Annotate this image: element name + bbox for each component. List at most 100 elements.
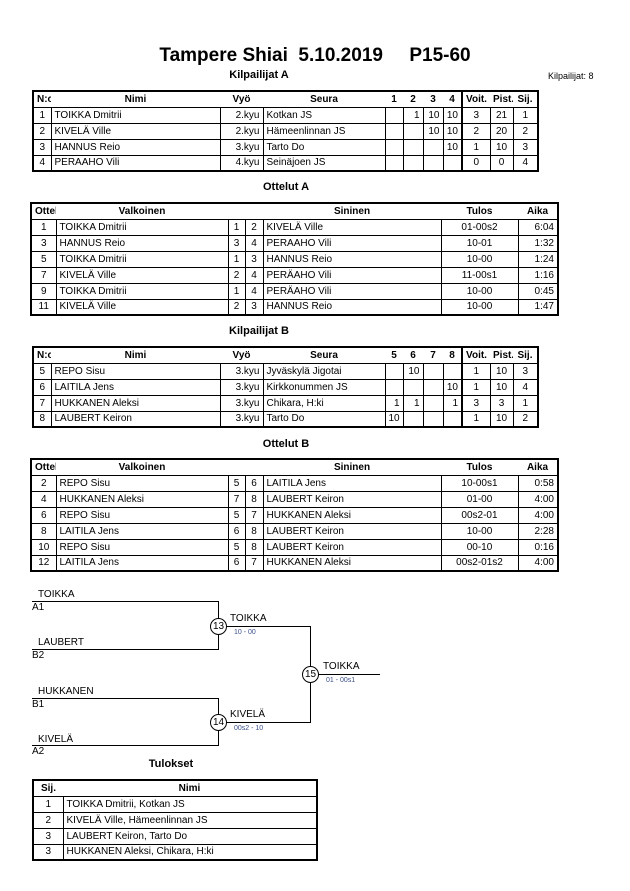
- table-cell: [422, 154, 444, 172]
- table-cell: 2: [227, 298, 246, 316]
- table-cell: 10: [422, 122, 444, 140]
- table-row: 2 REPO Sisu 5 6 LAITILA Jens 10-00s1 0:58: [30, 474, 559, 492]
- table-cell: 4: [512, 154, 539, 172]
- table-cell: 7: [244, 554, 264, 572]
- table-cell: HUKKANEN Aleksi, Chikara, H:ki: [62, 843, 318, 861]
- match-number-circle: 13: [210, 618, 227, 635]
- column-header: 4: [443, 91, 462, 108]
- table-cell: 3.kyu: [219, 362, 264, 380]
- table-cell: 0:58: [517, 474, 559, 492]
- table-cell: 1: [442, 394, 463, 412]
- table-cell: 6: [227, 554, 246, 572]
- table-cell: KIVELÄ Ville: [50, 122, 221, 140]
- column-header: Seura: [263, 347, 385, 364]
- table-cell: 2: [32, 122, 52, 140]
- table-cell: 4:00: [517, 490, 559, 508]
- table-cell: 1: [402, 394, 424, 412]
- table-cell: LAUBERT Keiron, Tarto Do: [62, 827, 318, 845]
- table-cell: [384, 362, 404, 380]
- table-row: 12 LAITILA Jens 6 7 HUKKANEN Aleksi 00s2-01s2…: [30, 554, 559, 572]
- table-cell: 00s2-01s2: [440, 554, 519, 572]
- table-cell: 3: [512, 138, 539, 156]
- table-cell: 3.kyu: [219, 378, 264, 396]
- table-cell: 0: [489, 154, 514, 172]
- table-cell: 3.kyu: [219, 410, 264, 428]
- table-cell: 10: [442, 378, 463, 396]
- pool-a-heading: Kilpailijat A: [229, 69, 289, 81]
- column-header: Vyö: [220, 347, 263, 364]
- table-cell: LAUBERT Keiron: [262, 538, 442, 556]
- table-cell: 3: [32, 843, 64, 861]
- table-cell: 3: [227, 234, 246, 252]
- table-cell: 10-00: [440, 522, 519, 540]
- table-cell: 1: [30, 218, 57, 236]
- bracket-source: B1: [32, 699, 45, 710]
- table-cell: 00-10: [440, 538, 519, 556]
- table-cell: 21: [489, 106, 514, 124]
- column-header: 2: [403, 91, 423, 108]
- table-cell: 1: [512, 106, 539, 124]
- table-cell: 1: [402, 106, 424, 124]
- table-row: 1 TOIKKA Dmitrii 1 2 KIVELÄ Ville 01-00s2 6:04: [30, 218, 559, 236]
- table-cell: 4:00: [517, 554, 559, 572]
- table-cell: Seinäjoen JS: [262, 154, 386, 172]
- column-header: 6: [403, 347, 423, 364]
- pool-a-table: N:oNimiVyöSeura1234Voit.Pist.Sij.1TOIKKA…: [32, 90, 539, 172]
- table-row: 10 REPO Sisu 5 8 LAUBERT Keiron 00-10 0:16: [30, 538, 559, 556]
- table-row: 11 KIVELÄ Ville 2 3 HANNUS Reio 10-00 1:47: [30, 298, 559, 316]
- match-number-circle: 14: [210, 714, 227, 731]
- table-cell: [402, 410, 424, 428]
- table-cell: 10: [489, 138, 514, 156]
- page-title: Tampere Shiai 5.10.2019 P15-60: [159, 45, 471, 66]
- column-header: Seura: [263, 91, 385, 108]
- column-header: Valkoinen: [56, 203, 228, 220]
- table-row: 3 HANNUS Reio 3 4 PERAAHO Vili 10-01 1:32: [30, 234, 559, 252]
- table-cell: 5: [30, 250, 57, 268]
- column-header: Sij.: [33, 780, 63, 797]
- table-cell: 8: [32, 410, 52, 428]
- table-cell: 1: [227, 282, 246, 300]
- header-row: N:oNimiVyöSeura1234Voit.Pist.Sij.: [33, 91, 538, 108]
- column-header: [245, 203, 263, 220]
- table-row: 7 HUKKANEN Aleksi 3.kyu Chikara, H:ki 1 1 1 3 3 1: [32, 394, 539, 412]
- table-cell: REPO Sisu: [55, 474, 229, 492]
- table-cell: HUKKANEN Aleksi: [262, 554, 442, 572]
- table-cell: LAUBERT Keiron: [50, 410, 221, 428]
- table-cell: 1:16: [517, 266, 559, 284]
- table-cell: 6: [32, 378, 52, 396]
- table-cell: HANNUS Reio: [262, 250, 442, 268]
- table-cell: 10-00: [440, 250, 519, 268]
- table-cell: 3.kyu: [219, 394, 264, 412]
- match-number-circle: 15: [302, 666, 319, 683]
- table-cell: 1: [32, 106, 52, 124]
- table-cell: KIVELÄ Ville: [55, 266, 229, 284]
- column-header: Tulos: [441, 459, 518, 476]
- table-cell: REPO Sisu: [50, 362, 221, 380]
- table-cell: 1: [384, 394, 404, 412]
- table-cell: 7: [32, 394, 52, 412]
- table-cell: REPO Sisu: [55, 538, 229, 556]
- table-cell: 10-00: [440, 282, 519, 300]
- table-cell: 4.kyu: [219, 154, 264, 172]
- table-row: 9 TOIKKA Dmitrii 1 4 PERÄAHO Vili 10-00 0:45: [30, 282, 559, 300]
- table-cell: TOIKKA Dmitrii: [55, 218, 229, 236]
- table-cell: 2: [30, 474, 57, 492]
- column-header: Sij.: [513, 91, 538, 108]
- table-cell: 7: [227, 490, 246, 508]
- table-cell: 12: [30, 554, 57, 572]
- table-cell: 4: [244, 266, 264, 284]
- column-header: Nimi: [51, 91, 220, 108]
- table-cell: KIVELÄ Ville: [262, 218, 442, 236]
- table-cell: 2.kyu: [219, 122, 264, 140]
- table-cell: 4: [30, 490, 57, 508]
- matches-a-table: OtteluValkoinenSininenTulosAika1TOIKKA D…: [30, 202, 559, 316]
- table-cell: Tarto Do: [262, 410, 386, 428]
- table-cell: 10-00: [440, 298, 519, 316]
- table-cell: [422, 138, 444, 156]
- table-cell: 10: [30, 538, 57, 556]
- table-row: 1 TOIKKA Dmitrii 2.kyu Kotkan JS 1 10 10 3 21 1: [32, 106, 539, 124]
- table-cell: [384, 122, 404, 140]
- column-header: Nimi: [63, 780, 317, 797]
- table-cell: 5: [227, 474, 246, 492]
